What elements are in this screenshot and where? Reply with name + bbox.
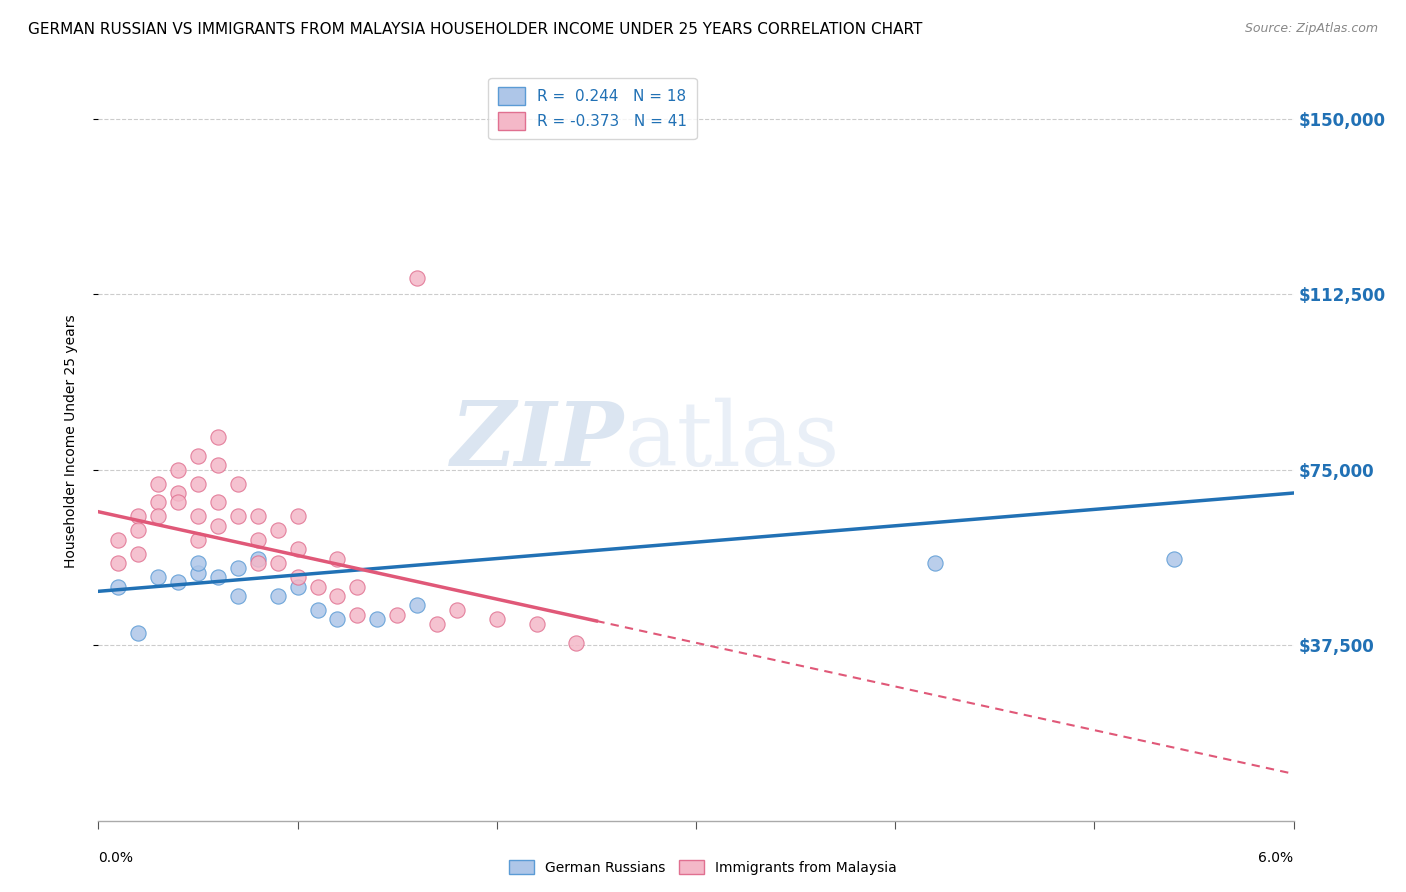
Point <box>167 574 190 589</box>
Point <box>267 556 290 570</box>
Point <box>107 533 129 547</box>
Point <box>287 580 309 594</box>
Point <box>307 603 329 617</box>
Point <box>207 430 229 444</box>
Point <box>226 561 249 575</box>
Point <box>346 607 368 622</box>
Point <box>326 612 349 626</box>
Point <box>127 547 149 561</box>
Point <box>226 509 249 524</box>
Point <box>187 476 209 491</box>
Y-axis label: Householder Income Under 25 years: Householder Income Under 25 years <box>63 315 77 568</box>
Point <box>226 476 249 491</box>
Point <box>127 524 149 538</box>
Point <box>167 462 190 476</box>
Point <box>246 556 269 570</box>
Point <box>406 270 429 285</box>
Text: Source: ZipAtlas.com: Source: ZipAtlas.com <box>1244 22 1378 36</box>
Point <box>207 458 229 472</box>
Point <box>226 589 249 603</box>
Point <box>1163 551 1185 566</box>
Point <box>148 509 170 524</box>
Point <box>287 509 309 524</box>
Point <box>187 533 209 547</box>
Point <box>346 580 368 594</box>
Text: GERMAN RUSSIAN VS IMMIGRANTS FROM MALAYSIA HOUSEHOLDER INCOME UNDER 25 YEARS COR: GERMAN RUSSIAN VS IMMIGRANTS FROM MALAYS… <box>28 22 922 37</box>
Text: atlas: atlas <box>624 398 839 485</box>
Point <box>167 495 190 509</box>
Point <box>287 570 309 584</box>
Point <box>246 509 269 524</box>
Text: 0.0%: 0.0% <box>98 851 134 865</box>
Legend: R =  0.244   N = 18, R = -0.373   N = 41: R = 0.244 N = 18, R = -0.373 N = 41 <box>488 78 696 139</box>
Point <box>267 589 290 603</box>
Point <box>148 570 170 584</box>
Point <box>207 570 229 584</box>
Point <box>246 533 269 547</box>
Point <box>187 449 209 463</box>
Point <box>207 518 229 533</box>
Point <box>366 612 388 626</box>
Point <box>406 599 429 613</box>
Point <box>127 626 149 640</box>
Point <box>187 566 209 580</box>
Point <box>526 617 548 632</box>
Point <box>187 509 209 524</box>
Point <box>924 556 946 570</box>
Text: ZIP: ZIP <box>451 399 624 484</box>
Point <box>326 589 349 603</box>
Point <box>207 495 229 509</box>
Point <box>565 636 588 650</box>
Point <box>267 524 290 538</box>
Point <box>426 617 449 632</box>
Point <box>187 556 209 570</box>
Point <box>148 495 170 509</box>
Point <box>148 476 170 491</box>
Point <box>385 607 409 622</box>
Point <box>446 603 468 617</box>
Point <box>485 612 508 626</box>
Point <box>107 580 129 594</box>
Point <box>127 509 149 524</box>
Point <box>107 556 129 570</box>
Point <box>167 486 190 500</box>
Point <box>326 551 349 566</box>
Legend: German Russians, Immigrants from Malaysia: German Russians, Immigrants from Malaysi… <box>503 855 903 880</box>
Point <box>307 580 329 594</box>
Point <box>287 542 309 557</box>
Text: 6.0%: 6.0% <box>1258 851 1294 865</box>
Point <box>246 551 269 566</box>
